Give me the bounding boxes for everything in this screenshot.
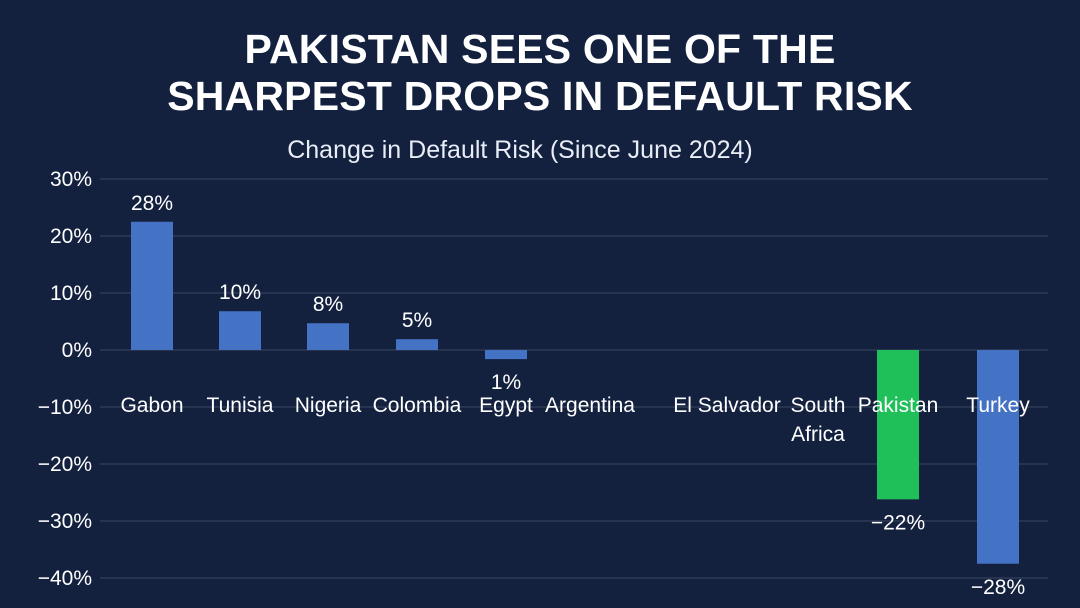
- bar: [307, 323, 349, 350]
- data-label: −22%: [871, 511, 925, 534]
- chart-subtitle: Change in Default Risk (Since June 2024): [287, 136, 753, 164]
- bar: [877, 350, 919, 500]
- x-category-label: El Salvador: [673, 394, 780, 417]
- y-axis: 30% 20% 10% 0% −10% −20% −30% −40%: [38, 168, 92, 590]
- x-category-label: Tunisia: [207, 394, 274, 417]
- data-label: 10%: [219, 281, 261, 304]
- data-label: 1%: [491, 371, 521, 394]
- x-category-label: Gabon: [120, 394, 183, 417]
- y-tick-label: −40%: [38, 567, 92, 590]
- x-category-label: Africa: [791, 423, 845, 446]
- y-tick-label: −20%: [38, 453, 92, 476]
- bar: [396, 339, 438, 350]
- y-tick-label: 30%: [50, 168, 92, 191]
- chart-title-line-2: SHARPEST DROPS IN DEFAULT RISK: [167, 73, 913, 119]
- x-category-label: Argentina: [545, 394, 635, 417]
- x-category-label: Turkey: [966, 394, 1030, 417]
- y-tick-label: 20%: [50, 225, 92, 248]
- x-category-label: Colombia: [373, 394, 462, 417]
- bar: [485, 350, 527, 360]
- chart-title: PAKISTAN SEES ONE OF THE SHARPEST DROPS …: [100, 26, 980, 120]
- data-label: 28%: [131, 192, 173, 215]
- bar: [131, 221, 173, 350]
- x-category-label: South: [791, 394, 846, 417]
- data-labels: 28% 10% 8% 5% 1% −22% −28%: [131, 192, 1025, 599]
- y-tick-label: 10%: [50, 282, 92, 305]
- bar: [977, 350, 1019, 564]
- x-category-label: Nigeria: [295, 394, 362, 417]
- chart-title-line-1: PAKISTAN SEES ONE OF THE: [244, 26, 836, 72]
- data-label: −28%: [971, 576, 1025, 599]
- y-tick-label: −10%: [38, 396, 92, 419]
- x-category-label: Pakistan: [858, 394, 939, 417]
- bar: [219, 311, 261, 350]
- x-category-label: Egypt: [479, 394, 533, 417]
- y-tick-label: −30%: [38, 510, 92, 533]
- data-label: 5%: [402, 309, 432, 332]
- bars: [131, 221, 1019, 564]
- x-axis-labels: Gabon Tunisia Nigeria Colombia Egypt Argentin…: [120, 394, 1030, 446]
- y-tick-label: 0%: [62, 339, 92, 362]
- data-label: 8%: [313, 293, 343, 316]
